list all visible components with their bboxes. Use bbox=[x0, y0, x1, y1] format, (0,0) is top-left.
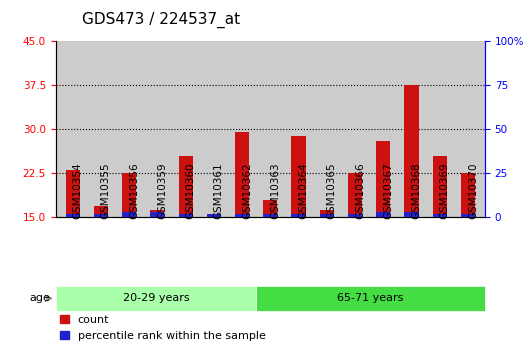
Text: 20-29 years: 20-29 years bbox=[122, 294, 189, 303]
Bar bbox=[461, 214, 475, 217]
Bar bbox=[66, 214, 80, 217]
Text: GSM10356: GSM10356 bbox=[129, 162, 139, 219]
Text: GSM10363: GSM10363 bbox=[270, 162, 280, 219]
Bar bbox=[376, 212, 390, 217]
Text: GSM10369: GSM10369 bbox=[440, 162, 450, 219]
Bar bbox=[320, 214, 334, 217]
Bar bbox=[66, 170, 80, 305]
Text: age: age bbox=[30, 294, 50, 303]
Text: GSM10368: GSM10368 bbox=[411, 162, 421, 219]
Legend: count, percentile rank within the sample: count, percentile rank within the sample bbox=[56, 310, 270, 345]
Bar bbox=[151, 212, 164, 217]
Bar bbox=[207, 214, 221, 217]
Text: GSM10365: GSM10365 bbox=[327, 162, 337, 219]
Text: GSM10364: GSM10364 bbox=[298, 162, 308, 219]
Bar bbox=[207, 215, 221, 305]
Bar bbox=[404, 85, 419, 305]
Bar bbox=[179, 214, 192, 217]
Bar bbox=[263, 200, 277, 305]
Bar bbox=[179, 156, 192, 305]
Text: GSM10360: GSM10360 bbox=[186, 162, 196, 219]
Bar bbox=[122, 212, 136, 217]
Text: GSM10366: GSM10366 bbox=[355, 162, 365, 219]
Bar bbox=[122, 173, 136, 305]
Text: GSM10355: GSM10355 bbox=[101, 162, 111, 219]
Bar bbox=[348, 173, 362, 305]
Text: GDS473 / 224537_at: GDS473 / 224537_at bbox=[82, 11, 240, 28]
Bar bbox=[263, 214, 277, 217]
Bar bbox=[56, 286, 256, 310]
Bar bbox=[235, 214, 249, 217]
Bar bbox=[432, 156, 447, 305]
Bar bbox=[256, 286, 485, 310]
Text: 65-71 years: 65-71 years bbox=[337, 294, 404, 303]
Bar bbox=[432, 214, 447, 217]
Text: GSM10361: GSM10361 bbox=[214, 162, 224, 219]
Bar bbox=[320, 210, 334, 305]
Bar bbox=[461, 173, 475, 305]
Text: GSM10362: GSM10362 bbox=[242, 162, 252, 219]
Text: GSM10367: GSM10367 bbox=[383, 162, 393, 219]
Bar bbox=[151, 210, 164, 305]
Bar bbox=[94, 214, 108, 217]
Bar bbox=[376, 141, 390, 305]
Bar bbox=[292, 136, 306, 305]
Bar bbox=[235, 132, 249, 305]
Bar bbox=[404, 212, 419, 217]
Text: GSM10370: GSM10370 bbox=[468, 162, 478, 219]
Bar bbox=[348, 214, 362, 217]
Bar bbox=[292, 214, 306, 217]
Bar bbox=[94, 206, 108, 305]
Text: GSM10359: GSM10359 bbox=[157, 162, 167, 219]
Text: GSM10354: GSM10354 bbox=[73, 162, 83, 219]
